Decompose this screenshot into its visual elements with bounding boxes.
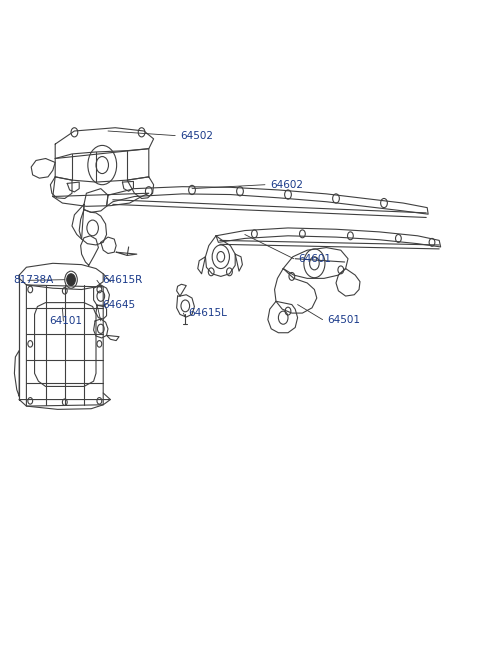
Text: 64615R: 64615R bbox=[102, 275, 142, 286]
Text: 64502: 64502 bbox=[180, 130, 213, 141]
Circle shape bbox=[67, 274, 75, 286]
Text: 64615L: 64615L bbox=[188, 308, 227, 318]
Text: 81738A: 81738A bbox=[13, 275, 54, 286]
Text: 64601: 64601 bbox=[299, 253, 332, 264]
Text: 64645: 64645 bbox=[102, 299, 135, 310]
Text: 64101: 64101 bbox=[49, 316, 82, 326]
Text: 64602: 64602 bbox=[270, 179, 303, 190]
Text: 64501: 64501 bbox=[327, 314, 360, 325]
